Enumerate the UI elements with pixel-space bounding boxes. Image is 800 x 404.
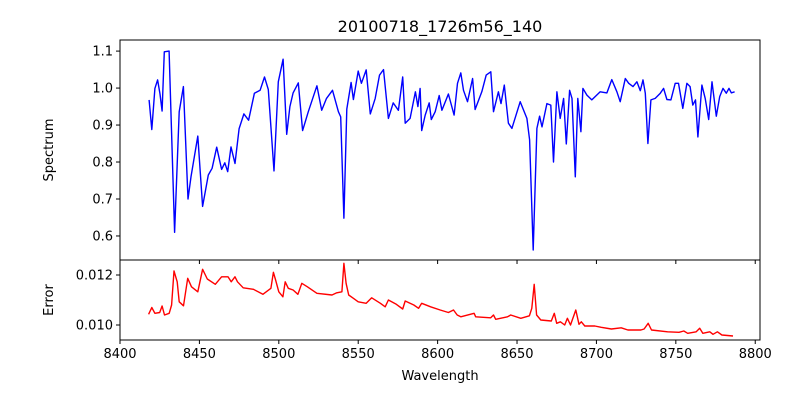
y-tick-label: 0.9 <box>92 119 113 134</box>
x-tick-label: 8550 <box>342 347 375 362</box>
x-tick-label: 8400 <box>103 347 136 362</box>
y-tick-label: 1.0 <box>92 82 113 97</box>
x-tick-label: 8700 <box>580 347 613 362</box>
x-tick-label: 8650 <box>500 347 533 362</box>
y-tick-label: 0.010 <box>76 319 113 334</box>
error-ylabel: Error <box>42 284 57 316</box>
spectrum-line <box>148 50 735 251</box>
y-tick-label: 0.8 <box>92 156 113 171</box>
x-tick-label: 8600 <box>421 347 454 362</box>
y-tick-label: 1.1 <box>92 45 113 60</box>
x-axis-label: Wavelength <box>401 369 478 384</box>
x-tick-label: 8750 <box>659 347 692 362</box>
y-tick-label: 0.7 <box>92 192 113 207</box>
x-tick-label: 8500 <box>262 347 295 362</box>
error-axes: 0.010 0.012 8400 8450 8500 8550 8600 8650 8700 87… <box>76 259 772 362</box>
chart-title: 20100718_1726m56_140 <box>338 17 543 37</box>
x-tick-label: 8800 <box>739 347 772 362</box>
axes-frame <box>119 259 761 341</box>
x-tick-label: 8450 <box>183 347 216 362</box>
y-tick-label: 0.012 <box>76 269 113 284</box>
error-line <box>147 262 734 337</box>
spectrum-ylabel: Spectrum <box>42 119 57 182</box>
y-tick-label: 0.6 <box>92 229 113 244</box>
